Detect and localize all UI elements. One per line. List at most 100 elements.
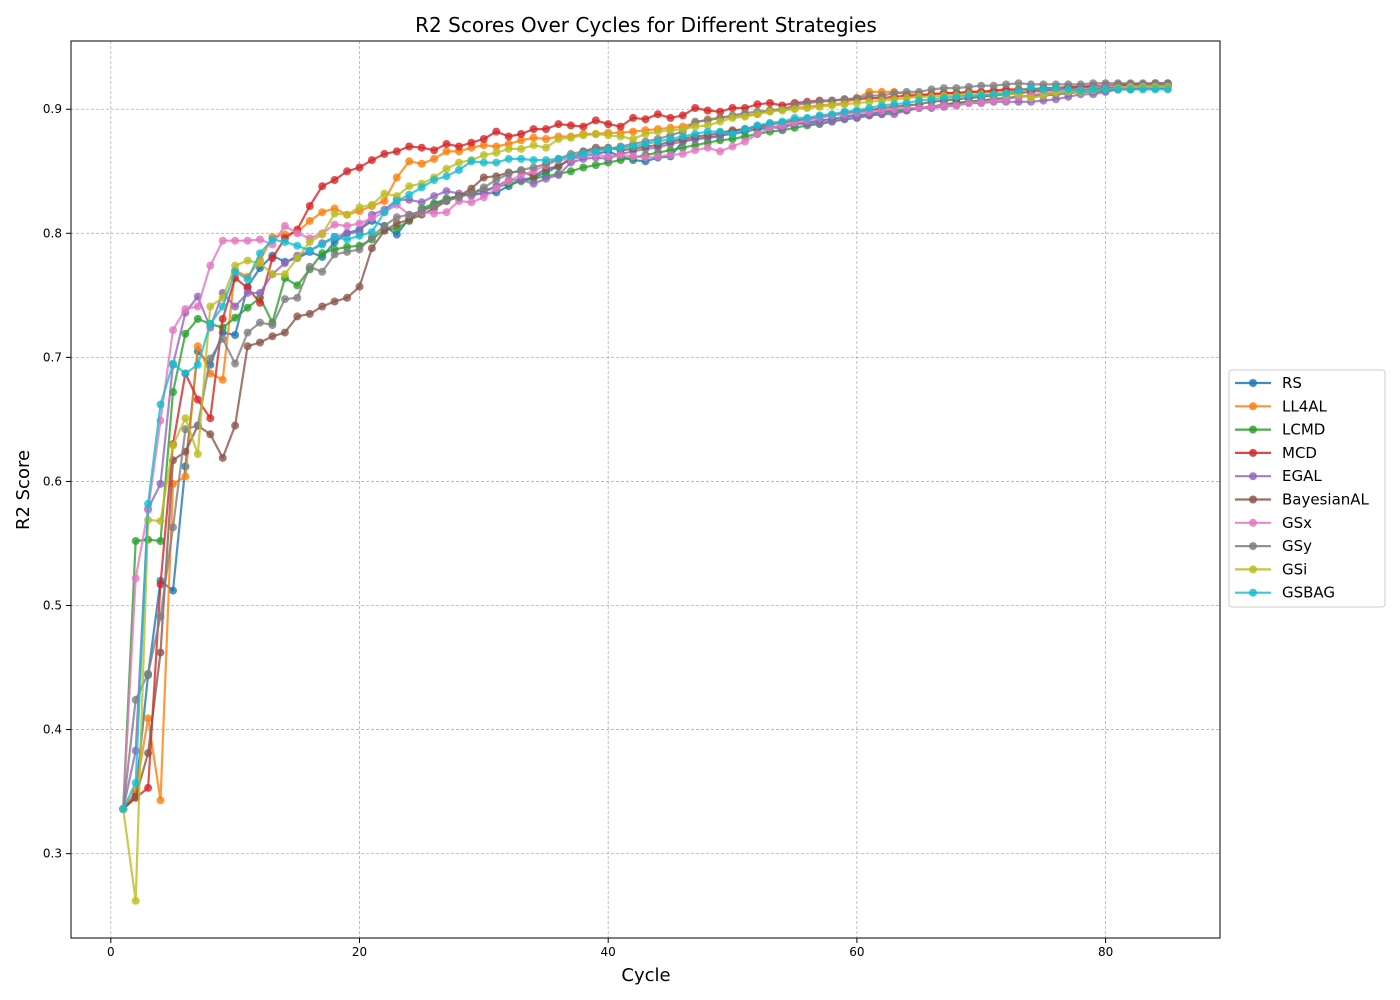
data-point	[355, 282, 364, 291]
data-point	[355, 231, 364, 240]
data-point	[405, 157, 414, 166]
data-point	[964, 91, 973, 100]
data-point	[554, 154, 563, 163]
data-point	[280, 221, 289, 230]
data-point	[156, 796, 165, 805]
data-point	[529, 156, 538, 165]
data-point	[765, 107, 774, 116]
data-point	[355, 245, 364, 254]
data-point	[193, 314, 202, 323]
data-point	[1027, 94, 1035, 103]
data-point	[1039, 85, 1048, 94]
data-point	[355, 163, 364, 172]
series-layer	[119, 79, 1172, 905]
data-point	[243, 328, 252, 337]
data-point	[1126, 85, 1135, 94]
data-point	[703, 127, 712, 136]
data-point	[728, 130, 737, 138]
data-point	[927, 102, 936, 111]
data-point	[131, 778, 140, 787]
data-point	[156, 648, 165, 657]
data-point	[218, 334, 227, 343]
data-point	[181, 472, 190, 481]
data-point	[579, 122, 588, 131]
legend-item-mcd: MCD	[1235, 444, 1317, 462]
data-point	[367, 228, 376, 237]
legend-label: EGAL	[1282, 467, 1322, 485]
x-tick-label: 40	[601, 945, 616, 959]
data-point	[430, 154, 439, 163]
data-point	[1002, 89, 1011, 98]
data-point	[318, 208, 327, 217]
data-point	[641, 140, 650, 148]
data-point	[790, 113, 799, 122]
data-point	[529, 141, 538, 150]
data-point	[1163, 85, 1172, 94]
data-point	[430, 202, 439, 210]
data-point	[915, 96, 924, 105]
data-point	[318, 302, 327, 311]
data-point	[305, 246, 314, 255]
plot-frame	[70, 40, 1221, 939]
data-point	[417, 143, 426, 152]
data-point	[479, 183, 488, 192]
data-point	[293, 281, 302, 290]
data-point	[206, 414, 215, 423]
data-point	[293, 241, 302, 250]
data-point	[629, 135, 638, 143]
data-point	[604, 152, 613, 161]
data-point	[181, 369, 190, 378]
data-point	[1114, 85, 1122, 94]
data-point	[206, 261, 215, 270]
data-point	[268, 235, 277, 244]
data-point	[666, 113, 675, 122]
data-point	[591, 147, 600, 156]
data-point	[1039, 91, 1048, 100]
y-axis-label: R2 Score	[13, 450, 34, 530]
data-point	[367, 200, 376, 209]
data-point	[256, 338, 264, 347]
data-point	[193, 342, 202, 351]
x-tick-label: 0	[107, 945, 115, 959]
legend-item-gsy: GSy	[1235, 537, 1312, 555]
data-point	[678, 149, 687, 158]
data-point	[305, 262, 314, 271]
data-point	[828, 117, 836, 126]
data-point	[193, 450, 202, 459]
data-point	[405, 142, 414, 151]
data-point	[653, 137, 662, 146]
data-point	[305, 202, 314, 210]
data-point	[206, 319, 215, 328]
data-point	[343, 229, 352, 238]
data-point	[852, 99, 861, 107]
data-point	[330, 250, 339, 259]
data-point	[380, 221, 389, 230]
data-point	[1002, 80, 1011, 89]
data-point	[504, 177, 513, 186]
data-point	[430, 176, 439, 184]
x-axis: 0 20 40 60 80	[107, 938, 1113, 959]
data-point	[355, 219, 364, 228]
data-point	[1076, 86, 1085, 95]
data-point	[691, 104, 700, 112]
data-point	[131, 792, 140, 801]
data-point	[380, 189, 389, 198]
data-point	[218, 302, 227, 311]
data-point	[566, 167, 575, 176]
data-point	[492, 184, 501, 193]
data-point	[716, 127, 725, 136]
data-point	[641, 153, 650, 162]
data-point	[206, 302, 215, 311]
data-point	[305, 216, 314, 225]
data-point	[902, 99, 911, 107]
data-point	[678, 143, 687, 152]
data-point	[815, 102, 824, 111]
data-point	[231, 359, 240, 368]
data-point	[753, 121, 762, 130]
data-point	[256, 259, 264, 268]
data-point	[318, 230, 327, 239]
data-point	[479, 158, 488, 167]
data-point	[467, 198, 476, 207]
